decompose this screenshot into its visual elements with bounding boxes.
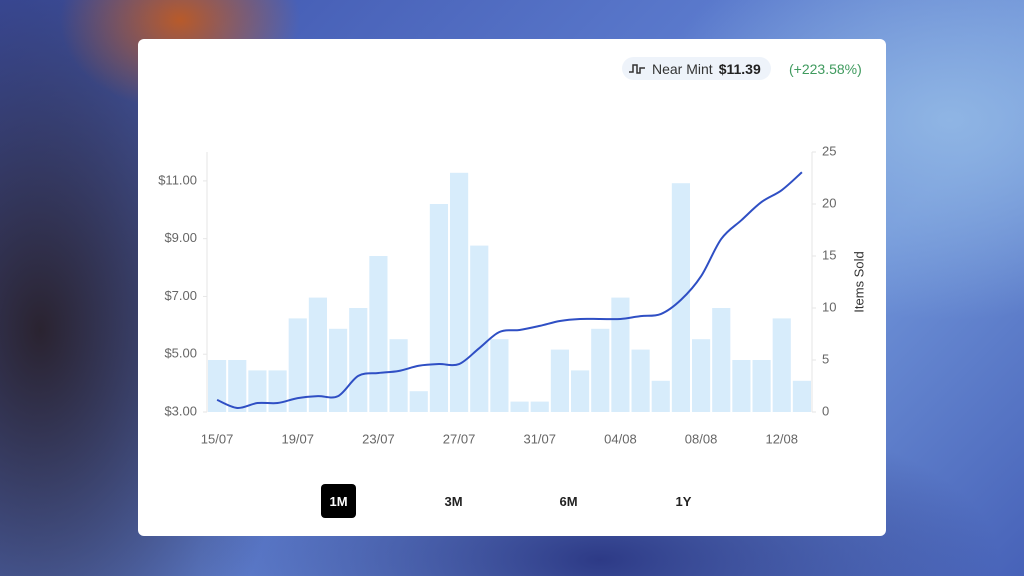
bar	[772, 318, 791, 412]
price-line	[216, 171, 803, 409]
y2-tick-label: 5	[822, 351, 829, 366]
range-button[interactable]: 3M	[444, 493, 463, 509]
bar	[550, 349, 569, 412]
x-tick-label: 08/08	[685, 431, 718, 446]
y2-tick-label: 10	[822, 299, 836, 314]
bar	[490, 339, 509, 412]
y2-tick-label: 25	[822, 143, 836, 158]
x-tick-label: 23/07	[362, 431, 395, 446]
bar	[450, 172, 469, 412]
bar	[470, 245, 489, 412]
y2-tick-label: 20	[822, 195, 836, 210]
bar	[389, 339, 408, 412]
y-tick-label: $11.00	[158, 172, 197, 187]
bar	[248, 370, 267, 412]
x-tick-label: 27/07	[443, 431, 476, 446]
bar	[571, 370, 590, 412]
x-tick-label: 15/07	[201, 431, 234, 446]
bar	[530, 401, 549, 412]
bar	[712, 308, 731, 412]
bar	[752, 360, 771, 412]
range-button[interactable]: 1M	[321, 484, 356, 518]
bar	[208, 360, 227, 412]
price-change: (+223.58%)	[789, 61, 862, 77]
bar	[268, 370, 287, 412]
range-button[interactable]: 6M	[559, 493, 578, 509]
bar	[732, 360, 751, 412]
y-tick-label: $9.00	[164, 230, 197, 245]
bar	[369, 256, 388, 412]
y2-tick-label: 0	[822, 403, 829, 418]
y-tick-label: $5.00	[164, 346, 197, 361]
bar	[611, 297, 630, 412]
price-card: Near Mint $11.39 (+223.58%) $3.00 $5.00 $7…	[138, 39, 886, 536]
bar	[692, 339, 711, 412]
condition-name: Near Mint	[652, 60, 713, 77]
y2-tick-label: 15	[822, 247, 836, 262]
bar	[651, 380, 670, 412]
bar	[288, 318, 307, 412]
bar	[329, 328, 348, 412]
bar	[429, 204, 448, 412]
range-button[interactable]: 1Y	[675, 493, 692, 509]
line-icon	[629, 63, 645, 74]
condition-pill: Near Mint $11.39	[622, 57, 771, 80]
bar	[671, 183, 690, 412]
chart: $3.00 $5.00 $7.00 $9.00 $11.00 0 5 10 15 20 25 Item…	[158, 143, 866, 446]
y2-axis-label: Items Sold	[851, 251, 866, 312]
bar	[792, 380, 811, 412]
price: $11.39	[718, 60, 761, 77]
bar	[349, 308, 368, 412]
y-tick-label: $3.00	[164, 403, 197, 418]
x-tick-label: 04/08	[604, 431, 637, 446]
x-tick-label: 31/07	[523, 431, 556, 446]
x-tick-label: 12/08	[765, 431, 798, 446]
x-tick-label: 19/07	[281, 431, 314, 446]
y-tick-label: $7.00	[164, 288, 197, 303]
bar	[308, 297, 327, 412]
bar	[591, 328, 610, 412]
bar	[228, 360, 247, 412]
bar	[409, 391, 428, 412]
bar	[631, 349, 650, 412]
bar	[510, 401, 529, 412]
